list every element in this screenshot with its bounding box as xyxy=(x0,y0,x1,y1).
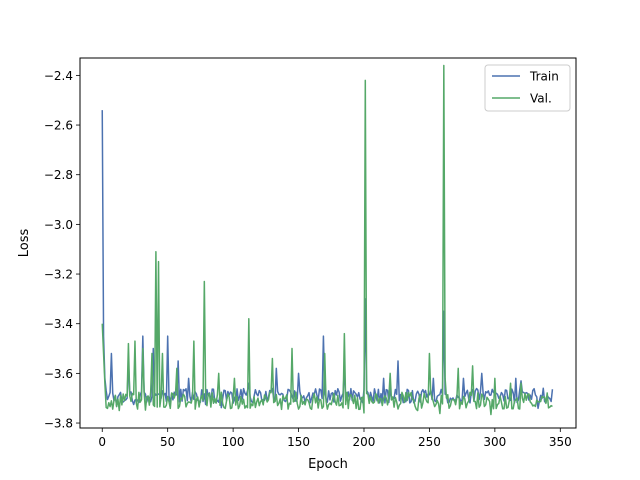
y-tick-label: −2.6 xyxy=(44,119,73,133)
x-tick-label: 50 xyxy=(160,435,175,449)
x-tick-label: 100 xyxy=(222,435,245,449)
x-tick-label: 300 xyxy=(483,435,506,449)
y-axis-ticks: −3.8 −3.6 −3.4 −3.2 −3.0 −2.8 −2.6 −2.4 xyxy=(44,69,80,431)
y-tick-label: −3.6 xyxy=(44,367,73,381)
y-tick-label: −3.2 xyxy=(44,268,73,282)
legend-label-val: Val. xyxy=(530,92,552,106)
x-axis-label: Epoch xyxy=(308,457,348,472)
x-tick-label: 200 xyxy=(353,435,376,449)
x-tick-label: 150 xyxy=(287,435,310,449)
series-line-val xyxy=(101,64,553,416)
x-tick-label: 0 xyxy=(98,435,106,449)
series-lines xyxy=(101,64,554,416)
y-tick-label: −2.4 xyxy=(44,69,73,83)
y-tick-label: −3.0 xyxy=(44,218,73,232)
x-axis-ticks: 0 50 100 150 200 250 300 350 xyxy=(98,428,572,449)
y-tick-label: −2.8 xyxy=(44,168,73,182)
y-tick-label: −3.8 xyxy=(44,417,73,431)
x-tick-label: 350 xyxy=(549,435,572,449)
legend-label-train: Train xyxy=(529,70,559,84)
y-axis-label: Loss xyxy=(17,229,32,258)
legend: Train Val. xyxy=(484,64,571,112)
y-tick-label: −3.4 xyxy=(44,317,73,331)
plot-frame xyxy=(79,57,577,429)
x-tick-label: 250 xyxy=(418,435,441,449)
